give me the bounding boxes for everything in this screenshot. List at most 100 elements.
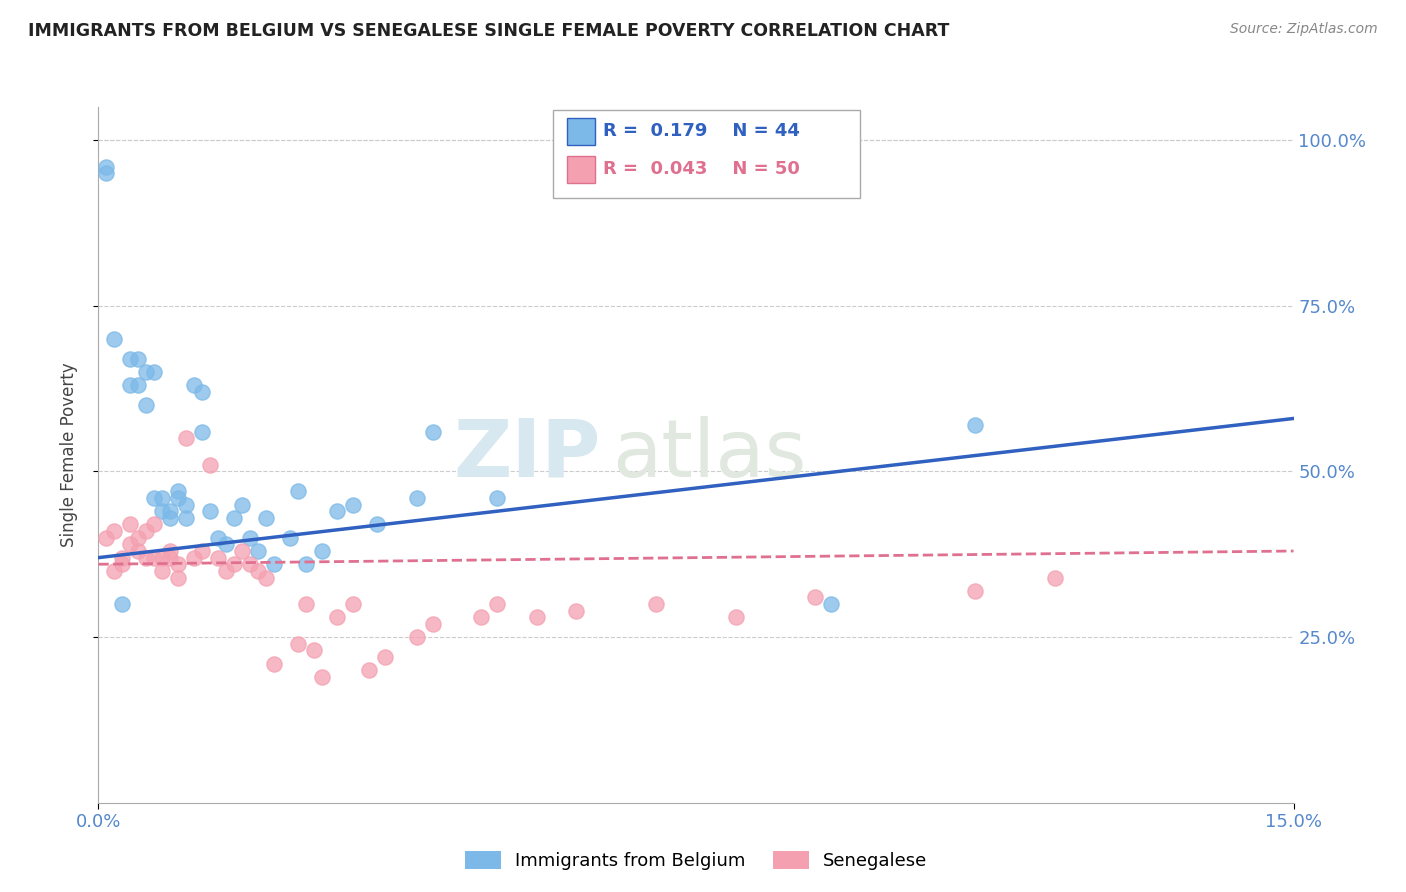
Point — [374, 650, 396, 665]
Point — [406, 491, 429, 505]
Point — [645, 597, 668, 611]
Point — [174, 431, 197, 445]
Point — [96, 160, 118, 174]
Point — [120, 378, 142, 392]
Point — [326, 504, 349, 518]
Point — [103, 524, 125, 538]
Point — [485, 597, 508, 611]
Point — [231, 544, 253, 558]
Point — [215, 537, 238, 551]
Point — [183, 550, 205, 565]
Point — [96, 531, 118, 545]
Point — [111, 558, 134, 572]
Point — [246, 564, 269, 578]
Point — [143, 517, 166, 532]
Point — [120, 517, 142, 532]
Point — [159, 550, 181, 565]
Point — [263, 657, 285, 671]
Point — [150, 550, 173, 565]
Point — [804, 591, 827, 605]
Point — [239, 558, 262, 572]
Point — [287, 484, 309, 499]
Point — [526, 610, 548, 624]
Point — [254, 511, 277, 525]
Point — [246, 544, 269, 558]
Point — [135, 365, 157, 379]
Point — [111, 550, 134, 565]
Point — [470, 610, 492, 624]
Point — [254, 570, 277, 584]
Point — [231, 498, 253, 512]
Point — [366, 517, 388, 532]
Point — [222, 558, 245, 572]
Text: atlas: atlas — [613, 416, 807, 494]
Point — [159, 504, 181, 518]
Point — [120, 351, 142, 366]
Point — [96, 166, 118, 180]
Point — [724, 610, 747, 624]
Point — [167, 484, 190, 499]
Point — [120, 537, 142, 551]
Point — [422, 425, 444, 439]
Text: R =  0.179    N = 44: R = 0.179 N = 44 — [603, 122, 800, 140]
Point — [294, 558, 316, 572]
Point — [1043, 570, 1066, 584]
Point — [103, 564, 125, 578]
Point — [302, 643, 325, 657]
Point — [311, 544, 333, 558]
Point — [159, 511, 181, 525]
Point — [191, 425, 214, 439]
Point — [111, 597, 134, 611]
Point — [311, 670, 333, 684]
Point — [963, 583, 986, 598]
Point — [406, 630, 429, 644]
Point — [287, 637, 309, 651]
Point — [174, 498, 197, 512]
Point — [198, 504, 221, 518]
Point — [127, 531, 149, 545]
Point — [222, 511, 245, 525]
Point — [359, 663, 381, 677]
Point — [167, 491, 190, 505]
Point — [263, 558, 285, 572]
Point — [207, 531, 229, 545]
Point — [183, 378, 205, 392]
Point — [150, 504, 173, 518]
Point — [342, 498, 364, 512]
Point — [103, 332, 125, 346]
Point — [167, 570, 190, 584]
Point — [127, 351, 149, 366]
Point — [150, 564, 173, 578]
Point — [143, 491, 166, 505]
Point — [127, 378, 149, 392]
Point — [239, 531, 262, 545]
Point — [215, 564, 238, 578]
Text: Source: ZipAtlas.com: Source: ZipAtlas.com — [1230, 22, 1378, 37]
Point — [198, 458, 221, 472]
Point — [422, 616, 444, 631]
Point — [167, 558, 190, 572]
Point — [143, 550, 166, 565]
Point — [326, 610, 349, 624]
Text: IMMIGRANTS FROM BELGIUM VS SENEGALESE SINGLE FEMALE POVERTY CORRELATION CHART: IMMIGRANTS FROM BELGIUM VS SENEGALESE SI… — [28, 22, 949, 40]
Point — [963, 418, 986, 433]
Point — [150, 491, 173, 505]
Point — [143, 365, 166, 379]
Point — [191, 384, 214, 399]
Point — [174, 511, 197, 525]
Point — [191, 544, 214, 558]
Point — [135, 398, 157, 412]
Point — [485, 491, 508, 505]
Text: R =  0.043    N = 50: R = 0.043 N = 50 — [603, 161, 800, 178]
Point — [135, 550, 157, 565]
Point — [207, 550, 229, 565]
Point — [342, 597, 364, 611]
Y-axis label: Single Female Poverty: Single Female Poverty — [59, 363, 77, 547]
Point — [278, 531, 301, 545]
Point — [135, 524, 157, 538]
Point — [820, 597, 842, 611]
Point — [127, 544, 149, 558]
Point — [565, 604, 588, 618]
Legend: Immigrants from Belgium, Senegalese: Immigrants from Belgium, Senegalese — [464, 851, 928, 871]
Text: ZIP: ZIP — [453, 416, 600, 494]
